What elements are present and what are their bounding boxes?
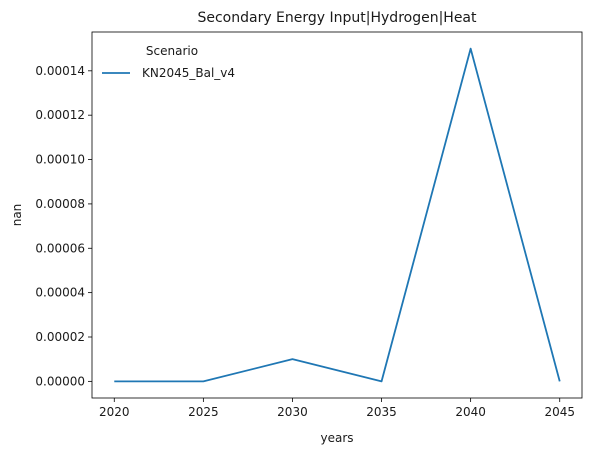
x-axis-label: years	[320, 431, 353, 445]
y-tick-label: 0.00014	[35, 64, 85, 78]
x-tick-label: 2030	[277, 405, 308, 419]
x-tick-label: 2025	[188, 405, 219, 419]
x-tick-label: 2035	[366, 405, 397, 419]
y-axis: 0.00000 0.00002 0.00004 0.00006 0.00008 0.000…	[35, 64, 92, 388]
x-tick-label: 2020	[99, 405, 130, 419]
plot-area	[91, 31, 583, 399]
y-tick-label: 0.00000	[35, 374, 85, 388]
legend-entry-label: KN2045_Bal_v4	[142, 66, 235, 80]
x-tick-label: 2045	[544, 405, 575, 419]
x-tick-label: 2040	[455, 405, 486, 419]
y-tick-label: 0.00002	[35, 330, 85, 344]
y-axis-label: nan	[10, 204, 24, 227]
series-line	[114, 47, 561, 383]
y-tick-label: 0.00012	[35, 108, 85, 122]
chart-title: Secondary Energy Input|Hydrogen|Heat	[197, 10, 477, 26]
y-tick-label: 0.00008	[35, 197, 85, 211]
y-tick-label: 0.00006	[35, 241, 85, 255]
series-layer	[114, 47, 561, 383]
legend: Scenario KN2045_Bal_v4	[102, 44, 235, 80]
x-axis: 2020 2025 2030 2035 2040 2045	[99, 398, 575, 419]
y-tick-label: 0.00010	[35, 153, 85, 167]
y-tick-label: 0.00004	[35, 286, 85, 300]
legend-title: Scenario	[146, 44, 198, 58]
